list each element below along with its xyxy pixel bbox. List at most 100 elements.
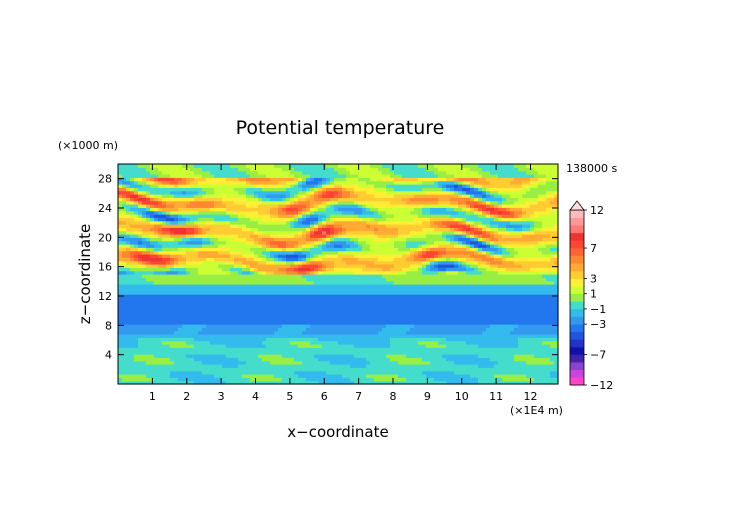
- field-cell: [198, 364, 203, 368]
- field-cell: [390, 300, 395, 305]
- field-cell: [242, 374, 247, 378]
- field-cell: [222, 230, 227, 235]
- field-cell: [210, 334, 215, 338]
- field-cell: [390, 380, 395, 385]
- field-cell: [162, 374, 167, 378]
- field-cell: [214, 237, 219, 242]
- field-cell: [346, 194, 351, 198]
- field-cell: [346, 327, 351, 332]
- field-cell: [242, 164, 247, 168]
- field-cell: [170, 330, 175, 335]
- field-cell: [214, 164, 219, 168]
- field-cell: [402, 357, 407, 362]
- field-cell: [414, 267, 419, 272]
- field-cell: [374, 287, 379, 292]
- field-cell: [122, 214, 127, 218]
- field-cell: [330, 277, 335, 282]
- field-cell: [194, 264, 199, 268]
- field-cell: [234, 297, 239, 302]
- field-cell: [366, 247, 371, 252]
- field-cell: [174, 227, 179, 232]
- field-cell: [298, 330, 303, 335]
- field-cell: [250, 257, 255, 262]
- field-cell: [358, 350, 363, 355]
- field-cell: [258, 330, 263, 335]
- field-cell: [390, 334, 395, 338]
- field-cell: [222, 347, 227, 352]
- field-cell: [346, 197, 351, 202]
- field-cell: [358, 230, 363, 235]
- field-cell: [170, 270, 175, 275]
- field-cell: [130, 217, 135, 222]
- field-cell: [274, 270, 279, 275]
- field-cell: [142, 284, 147, 288]
- field-cell: [266, 167, 271, 172]
- field-cell: [174, 184, 179, 188]
- field-cell: [262, 260, 267, 265]
- field-cell: [406, 267, 411, 272]
- field-cell: [354, 234, 359, 238]
- field-cell: [146, 380, 151, 385]
- field-cell: [250, 250, 255, 255]
- field-cell: [134, 164, 139, 168]
- field-cell: [242, 344, 247, 348]
- field-cell: [358, 180, 363, 185]
- field-cell: [378, 187, 383, 192]
- field-cell: [334, 317, 339, 322]
- field-cell: [278, 264, 283, 268]
- field-cell: [250, 227, 255, 232]
- field-cell: [350, 194, 355, 198]
- field-cell: [246, 267, 251, 272]
- field-cell: [374, 380, 379, 385]
- field-cell: [398, 197, 403, 202]
- field-cell: [206, 177, 211, 182]
- field-cell: [330, 340, 335, 345]
- field-cell: [174, 277, 179, 282]
- field-cell: [382, 167, 387, 172]
- field-cell: [262, 264, 267, 268]
- field-cell: [134, 224, 139, 228]
- field-cell: [338, 277, 343, 282]
- field-cell: [282, 240, 287, 245]
- field-cell: [310, 234, 315, 238]
- field-cell: [150, 277, 155, 282]
- field-cell: [174, 344, 179, 348]
- field-cell: [178, 314, 183, 318]
- field-cell: [374, 324, 379, 328]
- field-cell: [414, 357, 419, 362]
- field-cell: [394, 220, 399, 225]
- field-cell: [326, 174, 331, 178]
- field-cell: [126, 317, 131, 322]
- field-cell: [414, 270, 419, 275]
- field-cell: [226, 260, 231, 265]
- field-cell: [262, 294, 267, 298]
- field-cell: [274, 234, 279, 238]
- field-cell: [294, 314, 299, 318]
- field-cell: [358, 190, 363, 195]
- field-cell: [258, 224, 263, 228]
- field-cell: [386, 190, 391, 195]
- field-cell: [370, 270, 375, 275]
- field-cell: [234, 197, 239, 202]
- field-cell: [370, 167, 375, 172]
- field-cell: [214, 234, 219, 238]
- field-cell: [274, 274, 279, 278]
- field-cell: [266, 220, 271, 225]
- field-cell: [358, 300, 363, 305]
- field-cell: [286, 264, 291, 268]
- field-cell: [366, 234, 371, 238]
- field-cell: [286, 337, 291, 342]
- field-cell: [294, 374, 299, 378]
- field-cell: [338, 234, 343, 238]
- field-cell: [318, 310, 323, 315]
- field-cell: [150, 270, 155, 275]
- field-cell: [278, 344, 283, 348]
- field-cell: [162, 277, 167, 282]
- field-cell: [314, 177, 319, 182]
- field-cell: [178, 164, 183, 168]
- field-cell: [382, 307, 387, 312]
- field-cell: [186, 244, 191, 248]
- field-cell: [238, 190, 243, 195]
- field-cell: [198, 197, 203, 202]
- field-cell: [286, 197, 291, 202]
